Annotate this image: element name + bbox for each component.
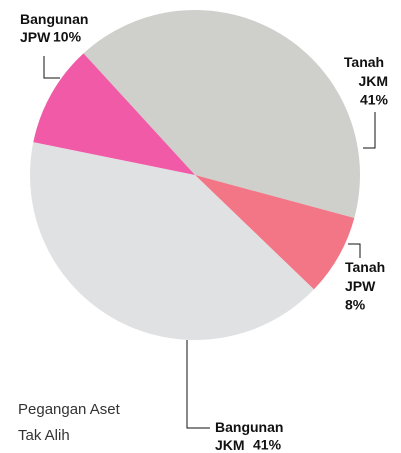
leader-line [43, 56, 60, 79]
pie [30, 10, 360, 341]
pie-slice [83, 10, 360, 218]
slice-label: Tanah JPW [345, 259, 389, 294]
leader-line [186, 340, 210, 429]
pie-slice [30, 142, 314, 341]
slice-value-label: 10% [53, 29, 82, 45]
annotation: Pegangan Aset Tak Alih [18, 401, 124, 444]
pie-slice [195, 175, 355, 290]
slice-label: Tanah JKM [344, 54, 388, 89]
slice-value-label: 8% [345, 297, 366, 313]
slice-label: Bangunan JKM [215, 419, 287, 453]
slice-value-label: 41% [253, 437, 282, 453]
pie-slice [33, 53, 195, 175]
slice-value-label: 41% [360, 92, 389, 108]
leader-line [363, 112, 376, 149]
slice-label: Bangunan JPW [20, 11, 92, 45]
leader-line [348, 243, 361, 258]
